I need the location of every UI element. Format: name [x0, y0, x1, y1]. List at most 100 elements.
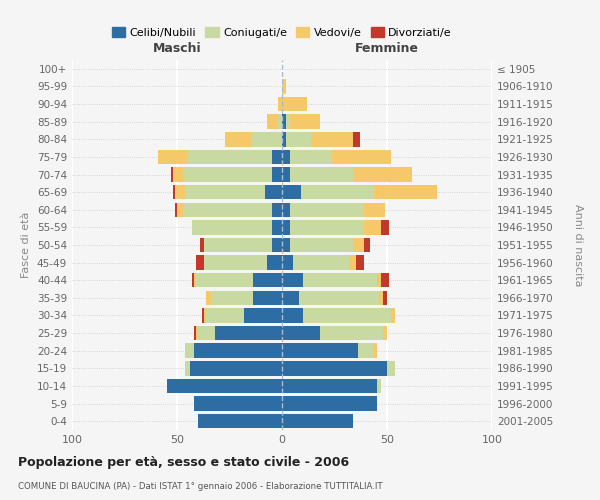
Bar	[204, 308, 206, 322]
Bar	[278, 114, 282, 129]
Bar	[293, 256, 349, 270]
Bar	[282, 396, 377, 411]
Bar	[282, 220, 290, 234]
Bar	[192, 273, 194, 287]
Bar	[332, 150, 391, 164]
Bar	[320, 326, 383, 340]
Bar	[173, 185, 175, 200]
Bar	[358, 344, 374, 358]
Bar	[282, 378, 377, 393]
Bar	[391, 308, 395, 322]
Bar	[364, 238, 370, 252]
Bar	[175, 185, 185, 200]
Bar	[171, 168, 173, 181]
Bar	[374, 344, 377, 358]
Bar	[185, 344, 194, 358]
Bar	[192, 220, 271, 234]
Bar	[204, 256, 268, 270]
Bar	[374, 185, 437, 200]
Text: COMUNE DI BAUCINA (PA) - Dati ISTAT 1° gennaio 2006 - Elaborazione TUTTITALIA.IT: COMUNE DI BAUCINA (PA) - Dati ISTAT 1° g…	[18, 482, 383, 491]
Bar	[290, 114, 320, 129]
Bar	[202, 308, 204, 322]
Bar	[282, 150, 290, 164]
Bar	[190, 361, 282, 376]
Bar	[290, 238, 353, 252]
Bar	[303, 308, 391, 322]
Bar	[282, 97, 307, 112]
Bar	[206, 308, 244, 322]
Bar	[353, 168, 412, 181]
Legend: Celibi/Nubili, Coniugati/e, Vedovi/e, Divorziati/e: Celibi/Nubili, Coniugati/e, Vedovi/e, Di…	[107, 23, 457, 42]
Bar	[211, 290, 253, 305]
Bar	[286, 132, 311, 146]
Bar	[282, 256, 293, 270]
Bar	[377, 378, 381, 393]
Bar	[282, 114, 286, 129]
Bar	[268, 256, 282, 270]
Bar	[282, 202, 290, 217]
Bar	[194, 326, 196, 340]
Bar	[184, 168, 271, 181]
Bar	[194, 344, 282, 358]
Bar	[282, 414, 353, 428]
Bar	[355, 256, 364, 270]
Bar	[282, 326, 320, 340]
Text: Popolazione per età, sesso e stato civile - 2006: Popolazione per età, sesso e stato civil…	[18, 456, 349, 469]
Bar	[206, 290, 211, 305]
Bar	[379, 290, 383, 305]
Bar	[204, 238, 271, 252]
Bar	[271, 168, 282, 181]
Bar	[184, 202, 271, 217]
Bar	[282, 79, 286, 94]
Bar	[200, 238, 204, 252]
Bar	[290, 202, 364, 217]
Bar	[253, 290, 282, 305]
Bar	[383, 290, 387, 305]
Bar	[198, 414, 282, 428]
Bar	[282, 308, 303, 322]
Bar	[271, 202, 282, 217]
Bar	[353, 132, 360, 146]
Bar	[278, 97, 282, 112]
Bar	[381, 273, 389, 287]
Bar	[311, 132, 353, 146]
Text: Maschi: Maschi	[152, 42, 202, 54]
Bar	[282, 132, 286, 146]
Bar	[271, 220, 282, 234]
Text: Femmine: Femmine	[355, 42, 419, 54]
Bar	[383, 326, 387, 340]
Bar	[177, 202, 184, 217]
Bar	[353, 238, 364, 252]
Bar	[244, 308, 282, 322]
Bar	[286, 114, 290, 129]
Bar	[387, 361, 395, 376]
Bar	[282, 344, 358, 358]
Bar	[282, 185, 301, 200]
Bar	[290, 150, 332, 164]
Bar	[282, 290, 299, 305]
Bar	[185, 361, 190, 376]
Bar	[299, 290, 379, 305]
Bar	[167, 378, 282, 393]
Bar	[194, 396, 282, 411]
Bar	[196, 256, 204, 270]
Bar	[196, 326, 198, 340]
Bar	[303, 273, 377, 287]
Bar	[364, 202, 385, 217]
Bar	[253, 273, 282, 287]
Bar	[301, 185, 374, 200]
Bar	[381, 220, 389, 234]
Bar	[282, 273, 303, 287]
Bar	[268, 114, 278, 129]
Bar	[158, 150, 187, 164]
Bar	[271, 238, 282, 252]
Bar	[196, 273, 253, 287]
Y-axis label: Anni di nascita: Anni di nascita	[573, 204, 583, 286]
Bar	[377, 273, 381, 287]
Bar	[198, 326, 215, 340]
Bar	[215, 326, 282, 340]
Bar	[349, 256, 355, 270]
Bar	[226, 132, 251, 146]
Bar	[173, 168, 184, 181]
Bar	[290, 168, 353, 181]
